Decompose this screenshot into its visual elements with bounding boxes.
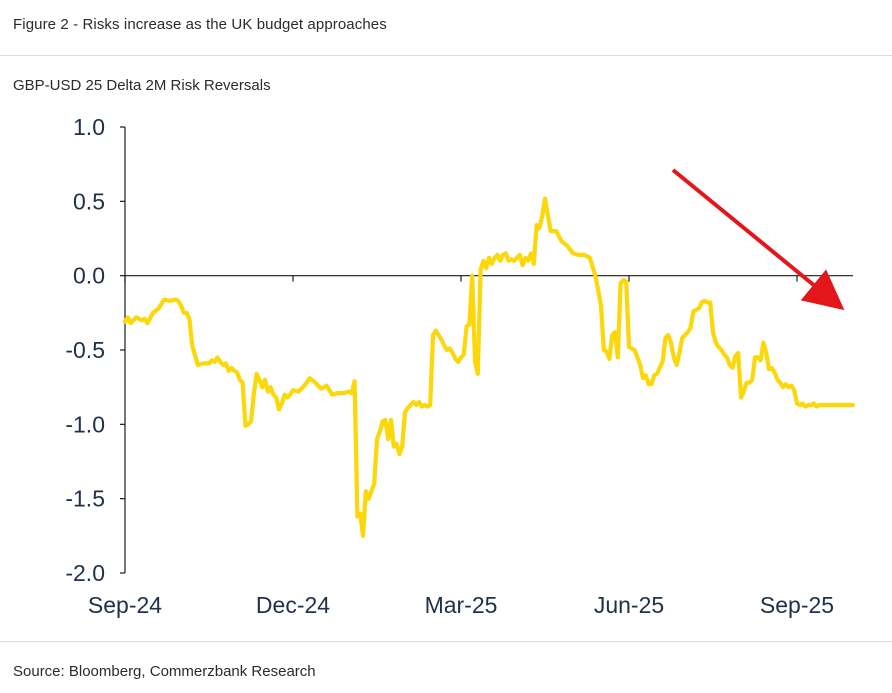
bottom-divider xyxy=(0,641,892,642)
series-group xyxy=(122,196,856,538)
y-tick-label: -1.0 xyxy=(65,411,105,437)
y-tick-label: 1.0 xyxy=(73,114,105,140)
x-tick-label: Dec-24 xyxy=(256,592,330,618)
x-axis: Sep-24 Dec-24 Mar-25 Jun-25 Sep-25 xyxy=(88,275,853,618)
y-tick-label: 0.0 xyxy=(73,263,105,289)
chart-canvas: 1.0 0.5 0.0 -0.5 -1.0 -1.5 -2.0 Sep-24 Dec-24 Ma… xyxy=(65,114,856,618)
x-tick-label: Mar-25 xyxy=(425,592,498,618)
chart-title: GBP-USD 25 Delta 2M Risk Reversals xyxy=(13,77,271,94)
top-divider xyxy=(0,55,892,56)
annotation-group xyxy=(671,168,845,311)
y-tick-label: 0.5 xyxy=(73,188,105,214)
y-tick-label: -0.5 xyxy=(65,337,105,363)
figure-title: Figure 2 - Risks increase as the UK budg… xyxy=(13,16,387,33)
red-arrow-icon xyxy=(671,168,845,311)
y-tick-label: -2.0 xyxy=(65,560,105,586)
series-line-0 xyxy=(122,196,856,538)
x-tick-label: Sep-24 xyxy=(88,592,162,618)
x-tick-label: Jun-25 xyxy=(594,592,664,618)
x-tick-label: Sep-25 xyxy=(760,592,834,618)
source-note: Source: Bloomberg, Commerzbank Research xyxy=(13,663,316,680)
y-axis: 1.0 0.5 0.0 -0.5 -1.0 -1.5 -2.0 xyxy=(65,114,126,586)
y-tick-label: -1.5 xyxy=(65,486,105,512)
